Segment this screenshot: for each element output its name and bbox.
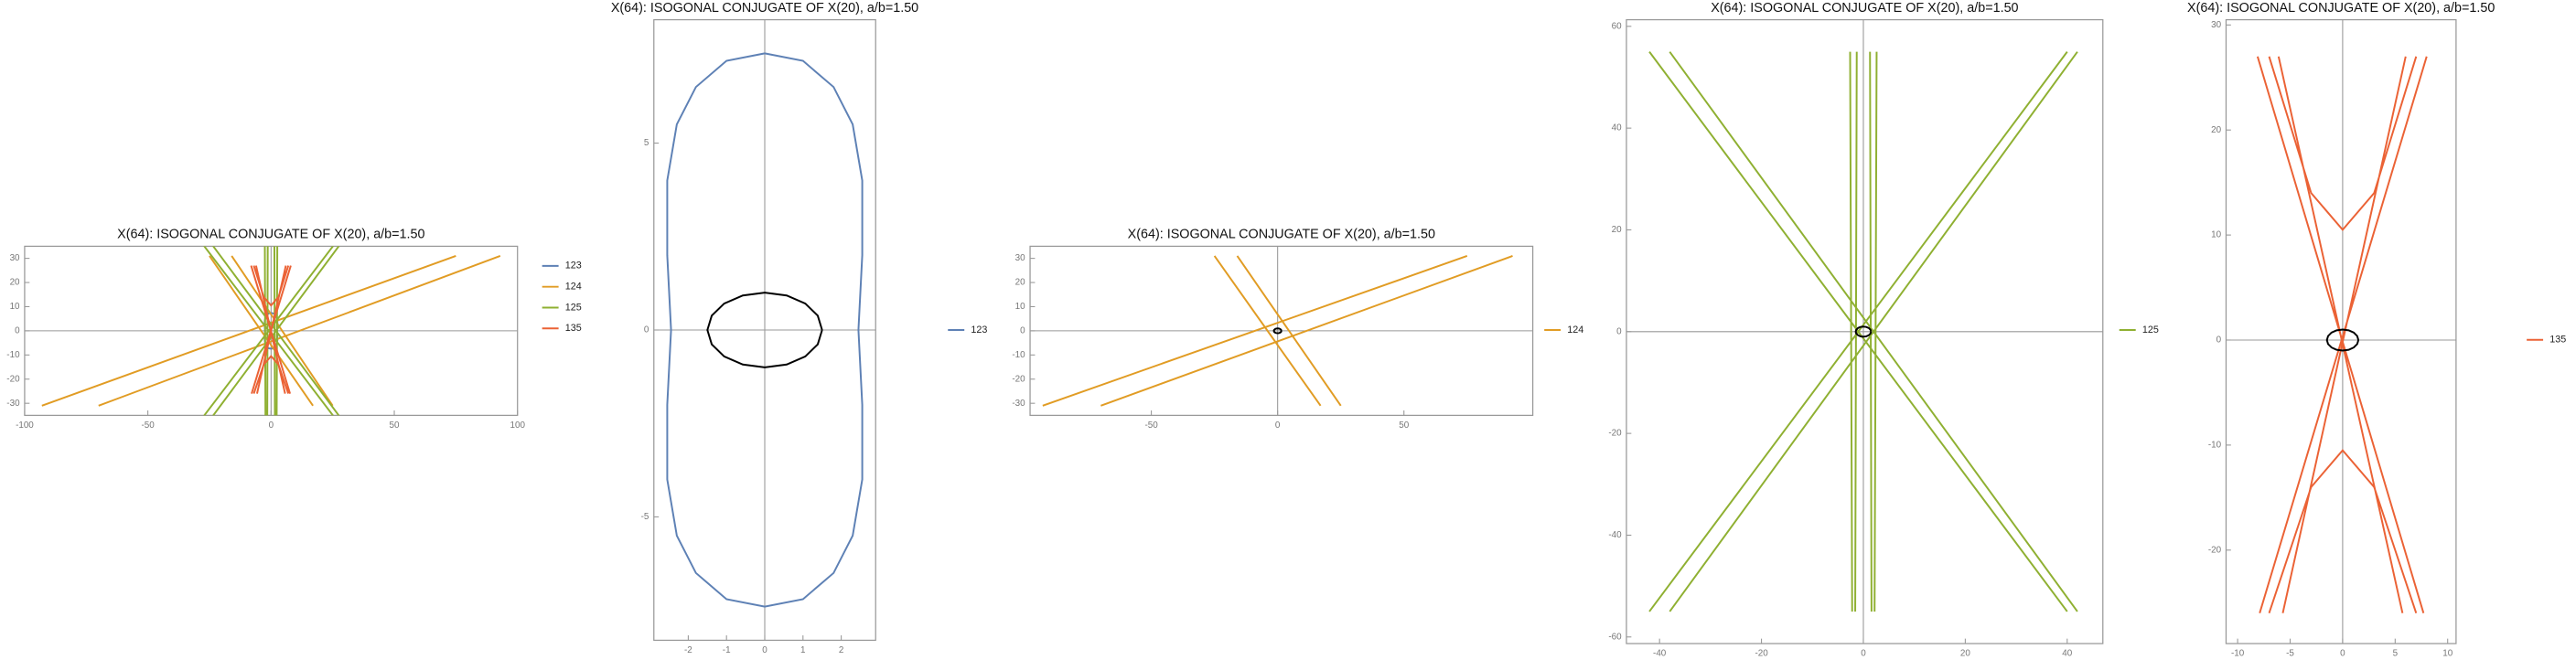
x-tick-label: -20 bbox=[1755, 648, 1768, 658]
x-tick-label: -50 bbox=[1144, 420, 1158, 431]
legend-label: 123 bbox=[565, 261, 582, 271]
y-tick-label: 0 bbox=[644, 325, 649, 335]
curve bbox=[41, 255, 501, 407]
curve bbox=[1272, 327, 1283, 335]
curve bbox=[203, 246, 340, 416]
x-tick-label: 0 bbox=[1861, 648, 1866, 658]
x-tick-label: 0 bbox=[2340, 648, 2345, 658]
x-tick-label: 5 bbox=[2393, 648, 2399, 658]
y-tick-label: -10 bbox=[1012, 350, 1025, 360]
legend-label: 125 bbox=[2142, 325, 2159, 335]
y-tick-label: -40 bbox=[1608, 530, 1622, 540]
y-tick-label: -20 bbox=[2208, 545, 2222, 555]
x-tick-label: -10 bbox=[2231, 648, 2245, 658]
y-tick-label: 20 bbox=[2211, 125, 2221, 135]
x-tick-label: -50 bbox=[142, 420, 156, 431]
x-tick-label: 0 bbox=[269, 420, 274, 431]
plot-curves bbox=[1042, 255, 1513, 407]
y-tick-label: -20 bbox=[1012, 374, 1025, 384]
x-tick-label: -5 bbox=[2286, 648, 2294, 658]
y-tick-label: 10 bbox=[2211, 230, 2221, 240]
x-tick-label: 2 bbox=[839, 645, 843, 655]
legend-label: 124 bbox=[565, 282, 582, 293]
x-tick-label: -40 bbox=[1653, 648, 1667, 658]
x-tick-label: 50 bbox=[1399, 420, 1409, 431]
x-tick-label: 20 bbox=[1960, 648, 1970, 658]
y-tick-label: 60 bbox=[1612, 21, 1622, 31]
plot-frame bbox=[2225, 18, 2457, 644]
plot-curves bbox=[1648, 51, 2078, 612]
legend-label: 123 bbox=[971, 325, 987, 335]
legend-label: 125 bbox=[565, 302, 582, 313]
y-tick-label: 0 bbox=[2216, 335, 2222, 346]
y-tick-label: 0 bbox=[15, 326, 20, 336]
y-tick-label: 10 bbox=[10, 302, 20, 312]
y-tick-label: 5 bbox=[644, 138, 649, 148]
x-tick-label: -1 bbox=[723, 645, 731, 655]
chart-title: X(64): ISOGONAL CONJUGATE OF X(20), a/b=… bbox=[2187, 1, 2495, 16]
curve bbox=[1042, 255, 1513, 407]
x-tick-label: 100 bbox=[510, 420, 525, 431]
y-tick-label: 30 bbox=[2211, 20, 2221, 30]
y-tick-label: -20 bbox=[6, 374, 20, 384]
y-tick-label: 0 bbox=[1616, 326, 1622, 336]
x-tick-label: 0 bbox=[762, 645, 767, 655]
curve bbox=[250, 265, 292, 394]
plot-curves bbox=[2256, 56, 2428, 614]
y-tick-label: 20 bbox=[1612, 225, 1622, 235]
x-tick-label: -100 bbox=[16, 420, 34, 431]
y-tick-label: 20 bbox=[1015, 278, 1025, 288]
chart-title: X(64): ISOGONAL CONJUGATE OF X(20), a/b=… bbox=[117, 228, 424, 242]
y-tick-label: -5 bbox=[641, 512, 649, 522]
y-tick-label: 20 bbox=[10, 278, 20, 288]
legend-label: 124 bbox=[1567, 325, 1583, 335]
x-tick-label: 1 bbox=[800, 645, 805, 655]
curve bbox=[706, 292, 823, 368]
curve bbox=[2325, 328, 2360, 352]
y-tick-label: -30 bbox=[1012, 399, 1025, 409]
y-tick-label: -10 bbox=[6, 350, 20, 360]
x-tick-label: 0 bbox=[1275, 420, 1281, 431]
x-tick-label: 40 bbox=[2062, 648, 2072, 658]
chart-title: X(64): ISOGONAL CONJUGATE OF X(20), a/b=… bbox=[611, 1, 918, 16]
chart-title: X(64): ISOGONAL CONJUGATE OF X(20), a/b=… bbox=[1128, 228, 1435, 242]
y-tick-label: -30 bbox=[6, 399, 20, 409]
chart-panel: X(64): ISOGONAL CONJUGATE OF X(20), a/b=… bbox=[611, 1, 988, 655]
curve bbox=[1854, 325, 1873, 338]
y-tick-label: -10 bbox=[2208, 440, 2222, 450]
y-tick-label: 10 bbox=[1015, 302, 1025, 312]
legend-label: 135 bbox=[565, 323, 582, 334]
chart-panel: X(64): ISOGONAL CONJUGATE OF X(20), a/b=… bbox=[2187, 1, 2566, 659]
y-tick-label: 0 bbox=[1020, 326, 1025, 336]
x-tick-label: 10 bbox=[2442, 648, 2453, 658]
y-tick-label: 40 bbox=[1612, 123, 1622, 133]
plot-curves bbox=[666, 52, 864, 608]
chart-panel: X(64): ISOGONAL CONJUGATE OF X(20), a/b=… bbox=[6, 228, 582, 431]
y-tick-label: -20 bbox=[1608, 429, 1622, 439]
plot-curves bbox=[41, 246, 501, 416]
y-tick-label: 30 bbox=[1015, 253, 1025, 263]
chart-title: X(64): ISOGONAL CONJUGATE OF X(20), a/b=… bbox=[1711, 1, 2018, 16]
chart-panel: X(64): ISOGONAL CONJUGATE OF X(20), a/b=… bbox=[1012, 228, 1583, 431]
curve bbox=[2256, 56, 2428, 614]
y-tick-label: -60 bbox=[1608, 632, 1622, 642]
x-tick-label: -2 bbox=[684, 645, 692, 655]
curve bbox=[666, 52, 864, 608]
legend-label: 135 bbox=[2549, 335, 2566, 346]
x-tick-label: 50 bbox=[390, 420, 400, 431]
chart-panel: X(64): ISOGONAL CONJUGATE OF X(20), a/b=… bbox=[1608, 1, 2159, 659]
y-tick-label: 30 bbox=[10, 253, 20, 263]
